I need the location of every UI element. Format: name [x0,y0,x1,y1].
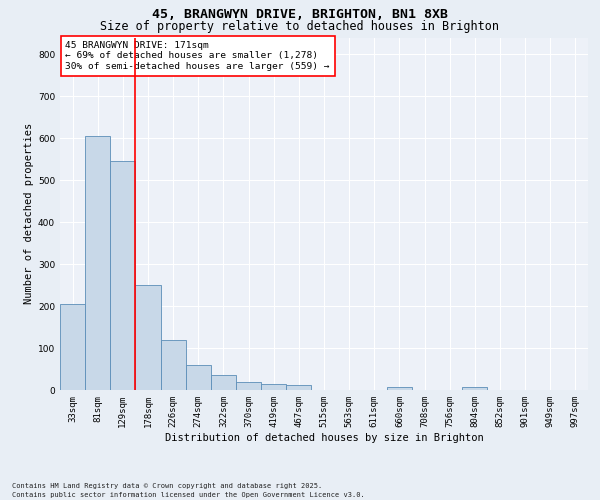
Bar [387,387,412,390]
Text: 45 BRANGWYN DRIVE: 171sqm
← 69% of detached houses are smaller (1,278)
30% of se: 45 BRANGWYN DRIVE: 171sqm ← 69% of detac… [65,41,330,71]
Text: Contains HM Land Registry data © Crown copyright and database right 2025.: Contains HM Land Registry data © Crown c… [12,483,322,489]
Bar [110,162,136,390]
Bar [261,384,286,390]
Bar [462,387,487,390]
X-axis label: Distribution of detached houses by size in Brighton: Distribution of detached houses by size … [164,432,484,442]
Bar [85,136,110,390]
Bar [60,304,85,390]
Text: Size of property relative to detached houses in Brighton: Size of property relative to detached ho… [101,20,499,33]
Bar [136,285,161,390]
Bar [286,385,311,390]
Bar [161,340,186,390]
Bar [211,376,236,390]
Bar [186,365,211,390]
Bar [236,382,261,390]
Y-axis label: Number of detached properties: Number of detached properties [24,123,34,304]
Text: Contains public sector information licensed under the Open Government Licence v3: Contains public sector information licen… [12,492,365,498]
Text: 45, BRANGWYN DRIVE, BRIGHTON, BN1 8XB: 45, BRANGWYN DRIVE, BRIGHTON, BN1 8XB [152,8,448,20]
